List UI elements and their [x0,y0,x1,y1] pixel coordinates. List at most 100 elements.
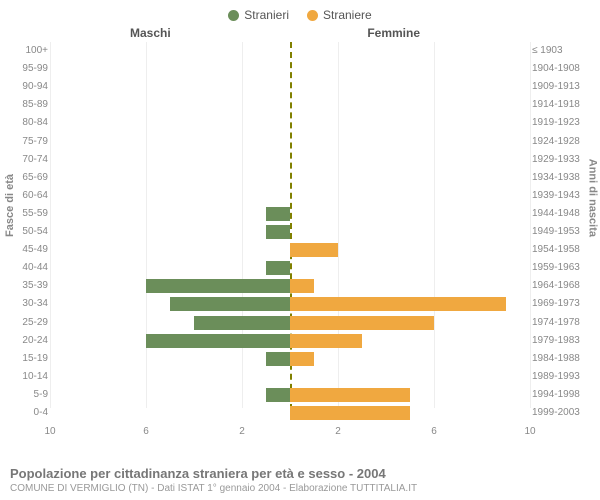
age-label: 65-69 [10,172,48,183]
header-female: Femmine [367,26,420,40]
legend-female: Straniere [307,8,372,22]
pyramid-chart: Fasce di età Anni di nascita 10622610 10… [10,42,590,432]
column-headers: Maschi Femmine [10,26,590,42]
header-male: Maschi [130,26,171,40]
x-axis: 10622610 [50,426,530,442]
year-label: 1904-1908 [532,63,590,74]
age-label: 0-4 [10,407,48,418]
age-row [50,205,530,223]
bar-male [266,261,290,275]
age-label: 80-84 [10,117,48,128]
age-label: 10-14 [10,371,48,382]
age-row [50,350,530,368]
age-row [50,404,530,422]
bar-male [266,352,290,366]
bar-male [194,316,290,330]
footer: Popolazione per cittadinanza straniera p… [10,466,590,494]
xtick: 6 [431,426,437,437]
age-row [50,223,530,241]
year-label: 1994-1998 [532,389,590,400]
bar-male [146,334,290,348]
year-label: 1984-1988 [532,353,590,364]
figure: Stranieri Straniere Maschi Femmine Fasce… [0,0,600,500]
age-row [50,332,530,350]
year-label: ≤ 1903 [532,45,590,56]
age-row [50,60,530,78]
bar-female [290,388,410,402]
bar-male [170,297,290,311]
age-label: 85-89 [10,99,48,110]
xtick: 2 [335,426,341,437]
year-label: 1964-1968 [532,280,590,291]
year-label: 1969-1973 [532,298,590,309]
age-label: 45-49 [10,244,48,255]
bar-female [290,406,410,420]
age-label: 70-74 [10,154,48,165]
xtick: 6 [143,426,149,437]
bar-female [290,243,338,257]
age-row [50,133,530,151]
age-label: 50-54 [10,226,48,237]
footer-title: Popolazione per cittadinanza straniera p… [10,466,590,481]
bar-female [290,352,314,366]
year-label: 1989-1993 [532,371,590,382]
age-label: 5-9 [10,389,48,400]
bar-female [290,297,506,311]
year-label: 1909-1913 [532,81,590,92]
year-label: 1979-1983 [532,335,590,346]
age-row [50,314,530,332]
age-row [50,295,530,313]
year-label: 1954-1958 [532,244,590,255]
xtick: 2 [239,426,245,437]
swatch-male [228,10,239,21]
year-label: 1934-1938 [532,172,590,183]
age-label: 40-44 [10,262,48,273]
year-label: 1924-1928 [532,136,590,147]
year-label: 1939-1943 [532,190,590,201]
age-label: 100+ [10,45,48,56]
year-label: 1929-1933 [532,154,590,165]
age-row [50,187,530,205]
bar-male [266,225,290,239]
age-label: 15-19 [10,353,48,364]
legend-male: Stranieri [228,8,289,22]
age-label: 95-99 [10,63,48,74]
bar-male [266,207,290,221]
year-label: 1914-1918 [532,99,590,110]
age-label: 25-29 [10,317,48,328]
bar-male [146,279,290,293]
age-row [50,259,530,277]
age-row [50,169,530,187]
age-label: 90-94 [10,81,48,92]
age-row [50,386,530,404]
age-row [50,277,530,295]
age-row [50,42,530,60]
age-label: 30-34 [10,298,48,309]
year-label: 1959-1963 [532,262,590,273]
xtick: 10 [524,426,535,437]
age-label: 20-24 [10,335,48,346]
bar-female [290,279,314,293]
age-label: 75-79 [10,136,48,147]
swatch-female [307,10,318,21]
year-label: 1919-1923 [532,117,590,128]
bar-male [266,388,290,402]
bar-female [290,316,434,330]
age-row [50,368,530,386]
age-row [50,78,530,96]
year-label: 1949-1953 [532,226,590,237]
age-row [50,96,530,114]
bar-female [290,334,362,348]
year-label: 1944-1948 [532,208,590,219]
year-label: 1999-2003 [532,407,590,418]
legend: Stranieri Straniere [10,8,590,22]
age-row [50,241,530,259]
xtick: 10 [44,426,55,437]
age-label: 35-39 [10,280,48,291]
legend-male-label: Stranieri [244,8,289,22]
year-label: 1974-1978 [532,317,590,328]
age-label: 55-59 [10,208,48,219]
age-row [50,151,530,169]
age-row [50,114,530,132]
legend-female-label: Straniere [323,8,372,22]
